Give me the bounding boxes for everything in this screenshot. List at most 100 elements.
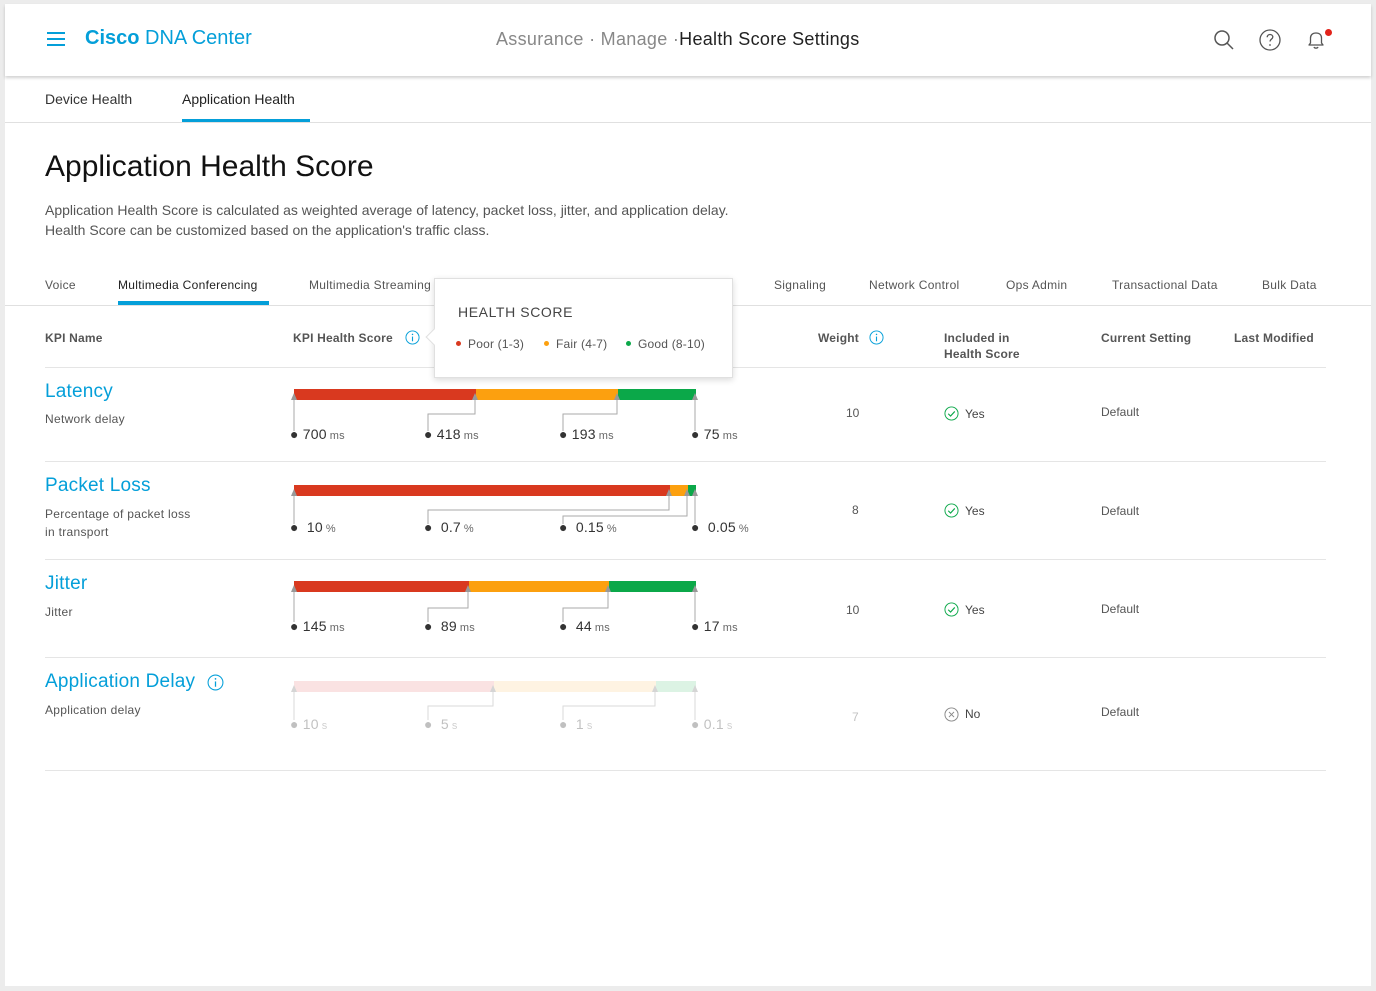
active-traffic-tab-indicator <box>118 301 269 305</box>
top-bar: Cisco DNA Center Assurance · Manage ·Hea… <box>5 4 1371 76</box>
threshold-value[interactable]: ● 89 ms <box>424 618 475 634</box>
threshold-connectors <box>291 585 698 622</box>
col-kpi-health-score: KPI Health Score <box>293 331 393 345</box>
table-bottom-border <box>45 770 1326 771</box>
tab-multimedia-streaming[interactable]: Multimedia Streaming <box>309 278 432 292</box>
threshold-connectors <box>291 393 698 431</box>
search-icon[interactable] <box>1212 28 1236 52</box>
bar-segment-fair <box>670 485 688 496</box>
page-title: Application Health Score <box>45 150 374 183</box>
threshold-value: ● 0.1 s <box>691 716 733 732</box>
bar-segment-poor <box>294 681 494 692</box>
check-circle-icon <box>944 406 959 421</box>
breadcrumb-manage[interactable]: Manage <box>600 29 668 49</box>
health-tabs: Device Health Application Health <box>5 76 1371 123</box>
threshold-value[interactable]: ● 193 ms <box>559 426 614 442</box>
tab-voice[interactable]: Voice <box>45 278 76 292</box>
tab-ops-admin[interactable]: Ops Admin <box>1006 278 1068 292</box>
notification-dot <box>1325 29 1332 36</box>
bar-segment-poor <box>294 389 476 400</box>
kpi-description: Percentage of packet loss in transport <box>45 507 191 539</box>
health-score-popover: HEALTH SCORE Poor (1-3) Fair (4-7) Good … <box>425 278 733 378</box>
kpi-name-link[interactable]: Application Delay <box>45 671 196 692</box>
kpi-name-link[interactable]: Packet Loss <box>45 475 151 496</box>
threshold-value[interactable]: ● 418 ms <box>424 426 479 442</box>
current-setting-value: Default <box>1101 405 1140 419</box>
row-divider <box>45 657 1326 658</box>
current-setting-value: Default <box>1101 602 1140 616</box>
kpi-score-bar[interactable] <box>294 389 696 400</box>
col-last-modified: Last Modified <box>1234 331 1314 345</box>
tab-application-health[interactable]: Application Health <box>182 91 295 107</box>
info-icon[interactable] <box>405 330 420 345</box>
popover-title: HEALTH SCORE <box>458 304 574 320</box>
legend-good: Good (8-10) <box>626 337 705 351</box>
threshold-value[interactable]: ● 0.15% <box>559 519 617 535</box>
col-current-setting: Current Setting <box>1101 331 1192 345</box>
tab-bulk-data[interactable]: Bulk Data <box>1262 278 1317 292</box>
app-frame: Cisco DNA Center Assurance · Manage ·Hea… <box>5 4 1371 986</box>
bell-icon[interactable] <box>1304 28 1328 52</box>
bar-segment-good <box>656 681 696 692</box>
breadcrumb-assurance[interactable]: Assurance <box>496 29 584 49</box>
check-circle-icon <box>944 503 959 518</box>
threshold-value[interactable]: ● 145 ms <box>290 618 345 634</box>
traffic-class-tabs: Voice Multimedia Conferencing Multimedia… <box>5 274 1371 306</box>
menu-icon[interactable] <box>47 32 65 46</box>
threshold-value[interactable]: ● 0.7% <box>424 519 474 535</box>
tab-signaling[interactable]: Signaling <box>774 278 827 292</box>
kpi-name-link[interactable]: Jitter <box>45 573 88 594</box>
threshold-value[interactable]: ● 75 ms <box>691 426 738 442</box>
good-dot-icon <box>626 341 631 347</box>
included-value: No <box>965 707 981 721</box>
kpi-description: Application delay <box>45 703 141 717</box>
current-setting-value: Default <box>1101 705 1140 719</box>
fair-dot-icon <box>544 341 549 347</box>
check-circle-icon <box>944 602 959 617</box>
col-kpi-name: KPI Name <box>45 331 103 345</box>
bar-segment-fair <box>469 581 609 592</box>
threshold-value[interactable]: ● 44 ms <box>559 618 610 634</box>
threshold-value[interactable]: ● 10% <box>290 519 336 535</box>
tab-network-control[interactable]: Network Control <box>869 278 960 292</box>
threshold-connectors <box>291 489 698 524</box>
tab-transactional-data[interactable]: Transactional Data <box>1112 278 1218 292</box>
poor-dot-icon <box>456 341 461 347</box>
current-setting-value: Default <box>1101 504 1140 518</box>
threshold-value[interactable]: ● 17 ms <box>691 618 738 634</box>
legend-poor: Poor (1-3) <box>456 337 524 351</box>
tab-device-health[interactable]: Device Health <box>45 91 133 107</box>
kpi-score-bar[interactable] <box>294 581 696 592</box>
weight-value: 10 <box>846 603 860 617</box>
threshold-value: ● 10 s <box>290 716 328 732</box>
breadcrumb-current: Health Score Settings <box>679 29 860 49</box>
kpi-description: Network delay <box>45 412 125 426</box>
kpi-score-bar[interactable] <box>294 485 696 496</box>
legend-fair: Fair (4-7) <box>544 337 607 351</box>
bar-segment-good <box>618 389 696 400</box>
threshold-value[interactable]: ● 700 ms <box>290 426 345 442</box>
weight-value: 8 <box>852 503 859 517</box>
app-delay-info-icon[interactable] <box>207 674 224 691</box>
brand-logo[interactable]: Cisco DNA Center <box>85 27 252 49</box>
active-tab-indicator <box>182 119 310 122</box>
popover-arrow <box>425 328 443 346</box>
weight-info-icon[interactable] <box>869 330 884 345</box>
bar-segment-poor <box>294 485 670 496</box>
bar-segment-good <box>609 581 696 592</box>
kpi-description: Jitter <box>45 605 73 619</box>
page-description: Application Health Score is calculated a… <box>45 202 729 238</box>
threshold-connectors <box>291 685 698 720</box>
threshold-value[interactable]: ● 0.05% <box>691 519 749 535</box>
kpi-name-link[interactable]: Latency <box>45 381 113 402</box>
tab-multimedia-conferencing[interactable]: Multimedia Conferencing <box>118 278 258 292</box>
help-icon[interactable] <box>1258 28 1282 52</box>
row-divider <box>45 559 1326 560</box>
included-value: Yes <box>965 504 985 518</box>
kpi-score-bar[interactable] <box>294 681 696 692</box>
col-included: Included in Health Score <box>944 331 1020 361</box>
included-value: Yes <box>965 407 985 421</box>
weight-value: 10 <box>846 406 860 420</box>
